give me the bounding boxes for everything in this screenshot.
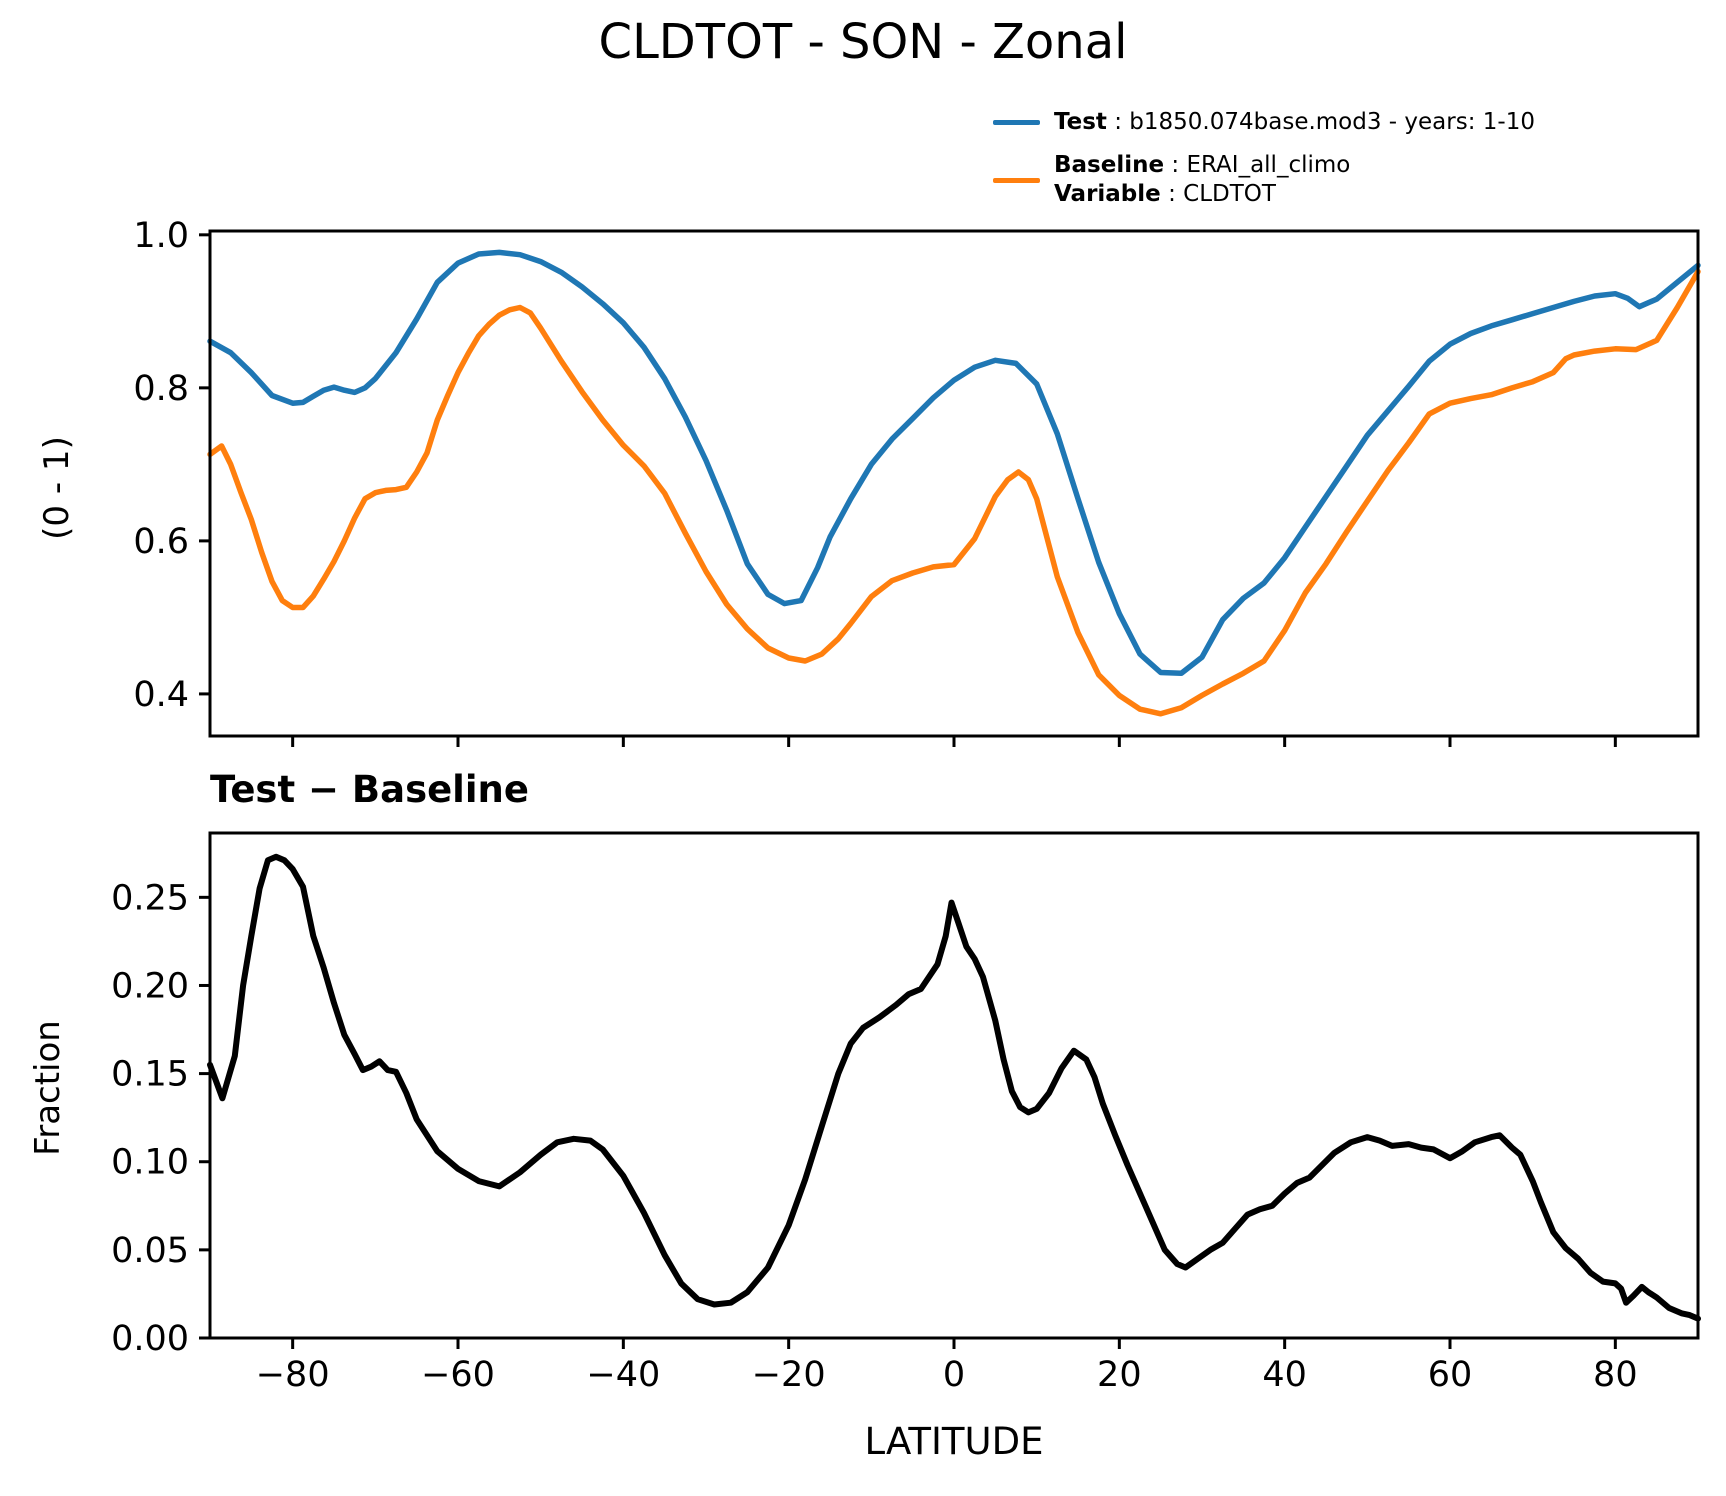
- y-tick-label: 0.10: [111, 1143, 189, 1183]
- top-panel-y-axis-label: (0 - 1): [37, 436, 77, 540]
- x-tick-label: 60: [1428, 1355, 1473, 1395]
- y-tick-label: 0.05: [111, 1231, 189, 1271]
- x-tick-label: −40: [586, 1355, 660, 1395]
- bottom-panel-plot: −80 −60 −40 −20 0 20 40 60 80 0.00 0.05 0.10 0.15 0.2…: [111, 831, 1701, 1395]
- legend-variable-name: Variable: [1054, 181, 1161, 207]
- legend: Test : b1850.074base.mod3 - years: 1-10 …: [993, 108, 1535, 209]
- axes-spines: [208, 831, 1700, 1340]
- top-panel-plot: 1.0 0.8 0.6 0.4: [133, 216, 1701, 747]
- y-tick-label: 0.15: [111, 1055, 189, 1095]
- y-tick-label: 0.25: [111, 878, 189, 918]
- legend-test-name: Test: [1054, 109, 1107, 135]
- figure-title: CLDTOT - SON - Zonal: [598, 14, 1128, 70]
- y-tick-label: 0.6: [133, 522, 189, 562]
- x-axis-label: LATITUDE: [864, 1420, 1044, 1463]
- x-tick-label: 80: [1593, 1355, 1638, 1395]
- legend-row-test: Test : b1850.074base.mod3 - years: 1-10: [993, 108, 1535, 137]
- x-tick-label: 0: [943, 1355, 965, 1395]
- x-tick-label: −20: [752, 1355, 826, 1395]
- baseline-line-swatch: [993, 177, 1040, 183]
- legend-row-baseline: Baseline : ERAI_all_climo Variable : CLD…: [993, 151, 1535, 209]
- legend-test-text: Test : b1850.074base.mod3 - years: 1-10: [1054, 108, 1535, 137]
- bottom-panel-title: Test − Baseline: [210, 768, 529, 811]
- legend-test-desc: : b1850.074base.mod3 - years: 1-10: [1106, 109, 1535, 135]
- x-tick-label: 40: [1262, 1355, 1307, 1395]
- y-tick-label: 0.00: [111, 1319, 189, 1359]
- y-tick-label: 0.4: [133, 675, 189, 715]
- x-tick-label: −60: [421, 1355, 495, 1395]
- legend-baseline-desc: : ERAI_all_climo: [1164, 152, 1351, 178]
- x-tick-label: 20: [1097, 1355, 1142, 1395]
- legend-variable-line: Variable : CLDTOT: [1054, 180, 1350, 209]
- y-tick-label: 0.20: [111, 966, 189, 1006]
- series-line: [207, 268, 1701, 717]
- y-tick-label: 0.8: [133, 369, 189, 409]
- series-line: [207, 853, 1701, 1322]
- legend-baseline-text: Baseline : ERAI_all_climo Variable : CLD…: [1054, 151, 1350, 209]
- y-tick-label: 1.0: [133, 216, 189, 256]
- x-tick-label: −80: [256, 1355, 330, 1395]
- test-line-swatch: [993, 120, 1040, 125]
- legend-variable-desc: : CLDTOT: [1160, 181, 1276, 207]
- legend-baseline-name: Baseline: [1054, 152, 1165, 178]
- axes-spines: [208, 229, 1700, 738]
- legend-baseline-line: Baseline : ERAI_all_climo: [1054, 151, 1350, 180]
- bottom-panel-y-axis-label: Fraction: [28, 1020, 68, 1156]
- series-line: [207, 249, 1701, 677]
